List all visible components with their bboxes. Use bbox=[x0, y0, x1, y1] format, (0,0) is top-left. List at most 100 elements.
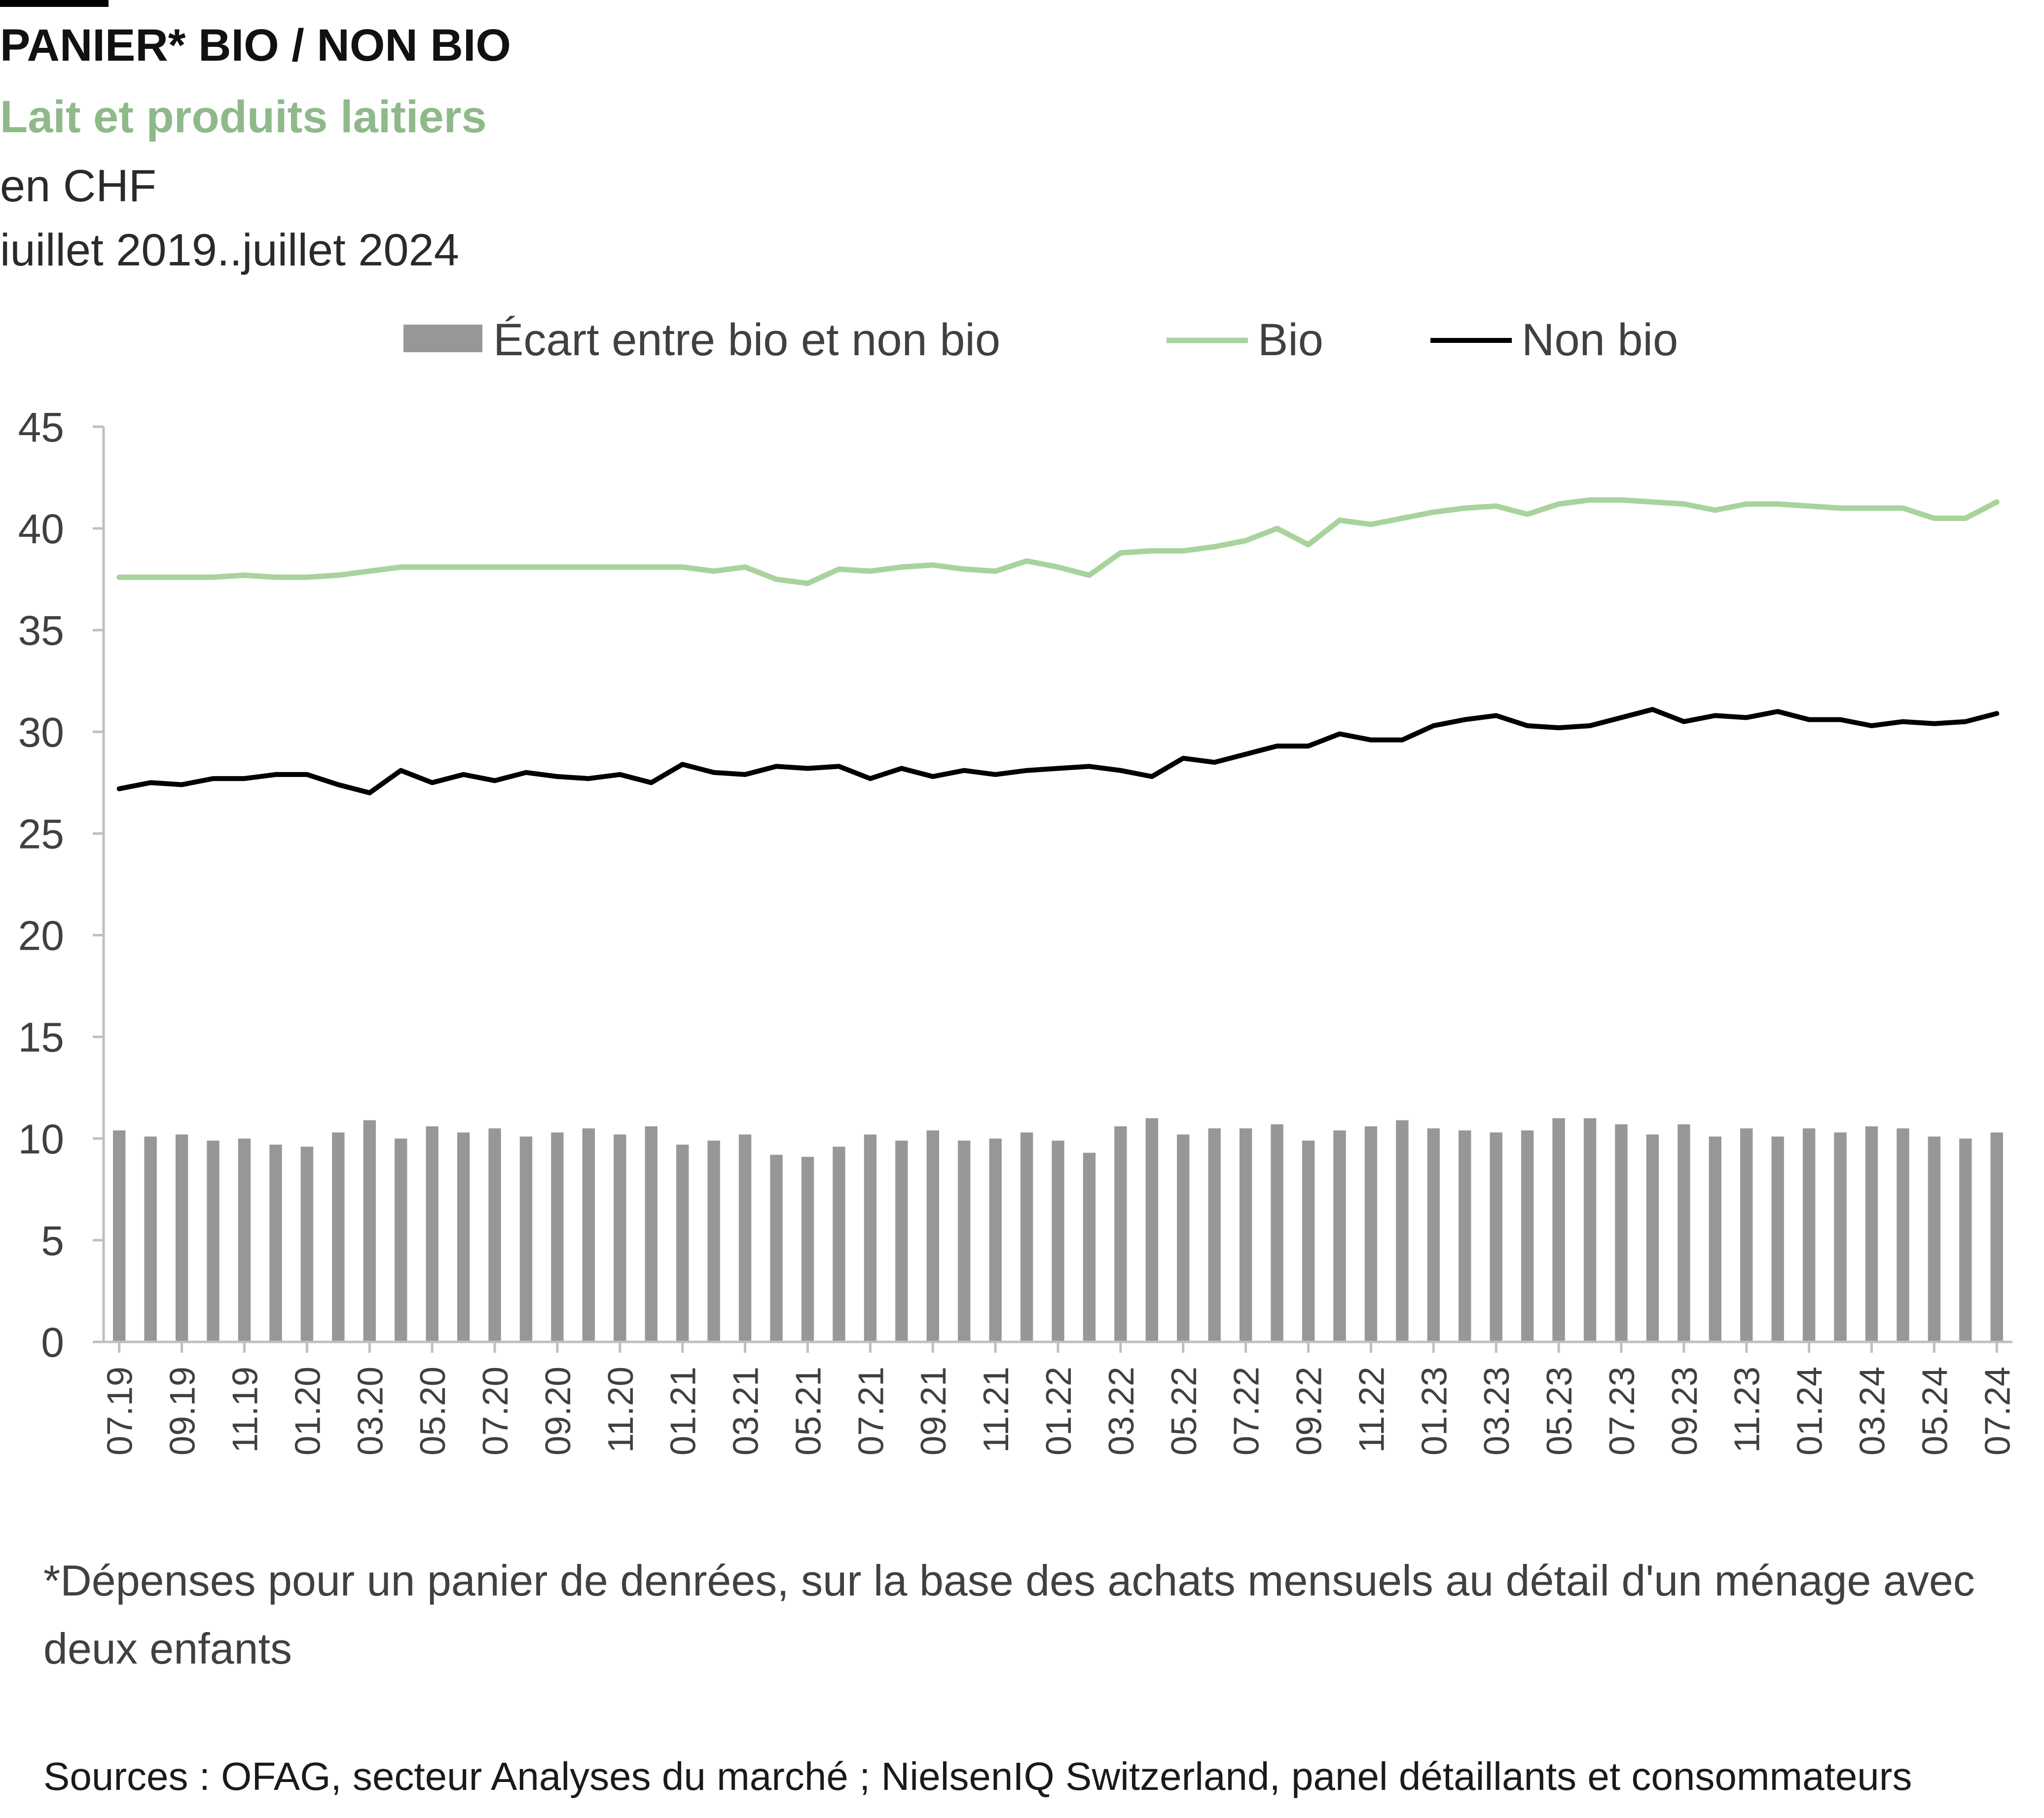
x-tick-label: 11.20 bbox=[601, 1367, 641, 1453]
x-tick-label: 01.21 bbox=[664, 1367, 703, 1455]
bar-ecart bbox=[269, 1145, 282, 1342]
x-axis: 07.19 09.19 11.19 01.20 03.20 05.20 07.20 09.20… bbox=[101, 1340, 2017, 1455]
bar-ecart bbox=[238, 1138, 251, 1342]
bar-ecart bbox=[144, 1136, 157, 1342]
bar-ecart bbox=[1396, 1120, 1409, 1342]
bar-ecart bbox=[1865, 1126, 1878, 1342]
x-tick-label: 11.19 bbox=[225, 1367, 265, 1453]
bar-ecart bbox=[1271, 1124, 1283, 1342]
bar-ecart bbox=[1145, 1118, 1159, 1342]
bar-ecart bbox=[1928, 1136, 1941, 1342]
bar-ecart bbox=[426, 1126, 438, 1342]
x-tick-label: 05.23 bbox=[1540, 1367, 1579, 1455]
bar-ecart bbox=[864, 1134, 877, 1342]
y-tick-label: 20 bbox=[18, 913, 64, 959]
bar-ecart bbox=[1583, 1118, 1597, 1342]
x-tick-label: 05.20 bbox=[413, 1367, 453, 1455]
bar-ecart bbox=[1427, 1128, 1440, 1342]
bar-ecart bbox=[488, 1128, 501, 1342]
x-tick-label: 05.24 bbox=[1915, 1367, 1955, 1455]
bar-ecart bbox=[1490, 1132, 1502, 1342]
bar-ecart bbox=[1052, 1140, 1064, 1342]
bar-ecart bbox=[175, 1134, 188, 1342]
x-tick-label: 07.19 bbox=[101, 1367, 140, 1455]
bar-ecart bbox=[738, 1134, 752, 1342]
bar-ecart bbox=[1333, 1130, 1346, 1342]
bar-ecart bbox=[1615, 1124, 1628, 1342]
x-tick-label: 05.21 bbox=[789, 1367, 828, 1455]
y-tick-label: 15 bbox=[18, 1014, 64, 1061]
x-tick-label: 07.24 bbox=[1978, 1367, 2017, 1455]
y-tick-label: 30 bbox=[18, 709, 64, 755]
x-tick-label: 09.21 bbox=[914, 1367, 953, 1455]
x-tick-label: 01.22 bbox=[1039, 1367, 1079, 1455]
bar-ecart bbox=[1802, 1128, 1816, 1342]
bar-ecart bbox=[582, 1128, 595, 1342]
bar-ecart bbox=[770, 1154, 783, 1342]
line-bio bbox=[116, 497, 2000, 586]
bar-ecart bbox=[1114, 1126, 1127, 1342]
bar-ecart bbox=[1208, 1128, 1221, 1342]
y-tick-label: 0 bbox=[41, 1319, 64, 1366]
bar-ecart bbox=[707, 1140, 720, 1342]
x-tick-label: 03.22 bbox=[1102, 1367, 1141, 1455]
x-tick-label: 01.24 bbox=[1790, 1367, 1830, 1455]
bar-ecart bbox=[1646, 1134, 1659, 1342]
bar-ecart bbox=[1709, 1136, 1721, 1342]
x-tick-label: 09.22 bbox=[1290, 1367, 1329, 1455]
x-tick-label: 07.23 bbox=[1603, 1367, 1642, 1455]
y-tick-label: 10 bbox=[18, 1116, 64, 1162]
y-tick-label: 5 bbox=[41, 1218, 64, 1264]
y-tick-label: 45 bbox=[18, 404, 64, 450]
bar-ecart bbox=[1678, 1124, 1690, 1342]
legend-label-non-bio: Non bio bbox=[1522, 315, 1678, 365]
chart-subtitle: Lait et produits laitiers bbox=[0, 92, 487, 142]
y-axis: 0 5 10 15 20 25 30 35 40 45 bbox=[18, 404, 105, 1366]
chart: Écart entre bio et non bio Bio Non bio 0 5 1… bbox=[18, 315, 2018, 1455]
bar-ecart bbox=[332, 1132, 345, 1342]
legend-label-bio: Bio bbox=[1258, 315, 1323, 365]
bar-ecart bbox=[833, 1147, 845, 1342]
bar-ecart bbox=[1020, 1132, 1033, 1342]
x-tick-label: 01.23 bbox=[1415, 1367, 1454, 1455]
legend-label-ecart: Écart entre bio et non bio bbox=[493, 315, 1000, 365]
bar-ecart bbox=[363, 1120, 376, 1342]
x-tick-label: 11.22 bbox=[1352, 1367, 1391, 1453]
bar-ecart bbox=[1239, 1128, 1252, 1342]
bar-ecart bbox=[113, 1130, 126, 1342]
bar-ecart bbox=[207, 1140, 219, 1342]
bar-ecart bbox=[926, 1130, 939, 1342]
series-lines bbox=[116, 497, 2000, 795]
bar-ecart bbox=[1083, 1152, 1096, 1342]
bar-ecart bbox=[395, 1138, 407, 1342]
x-tick-label: 09.19 bbox=[163, 1367, 203, 1455]
footnote: *Dépenses pour un panier de denrées, sur… bbox=[43, 1556, 1975, 1673]
bar-ecart bbox=[457, 1132, 470, 1342]
bars-ecart bbox=[113, 1118, 2003, 1342]
bar-ecart bbox=[1552, 1118, 1565, 1342]
bar-ecart bbox=[551, 1132, 564, 1342]
bar-ecart bbox=[1302, 1140, 1315, 1342]
bar-ecart bbox=[1177, 1134, 1190, 1342]
bar-ecart bbox=[300, 1147, 314, 1342]
bar-ecart bbox=[1740, 1128, 1753, 1342]
bar-ecart bbox=[989, 1138, 1002, 1342]
bar-ecart bbox=[1990, 1132, 2003, 1342]
y-tick-label: 25 bbox=[18, 811, 64, 857]
bar-ecart bbox=[645, 1126, 657, 1342]
bar-ecart bbox=[1834, 1132, 1847, 1342]
bar-ecart bbox=[1959, 1138, 1972, 1342]
line-non-bio bbox=[116, 707, 2000, 795]
bar-ecart bbox=[676, 1145, 689, 1342]
y-tick-label: 35 bbox=[18, 607, 64, 654]
bar-ecart bbox=[1521, 1130, 1534, 1342]
bar-ecart bbox=[519, 1136, 533, 1342]
bar-ecart bbox=[1459, 1130, 1471, 1342]
x-tick-label: 03.20 bbox=[351, 1367, 390, 1455]
x-tick-label: 03.21 bbox=[727, 1367, 766, 1455]
period-label: iuillet 2019..juillet 2024 bbox=[0, 225, 459, 275]
x-tick-label: 09.23 bbox=[1665, 1367, 1705, 1455]
x-tick-label: 07.22 bbox=[1227, 1367, 1267, 1455]
x-tick-label: 05.22 bbox=[1165, 1367, 1204, 1455]
bar-ecart bbox=[895, 1140, 908, 1342]
